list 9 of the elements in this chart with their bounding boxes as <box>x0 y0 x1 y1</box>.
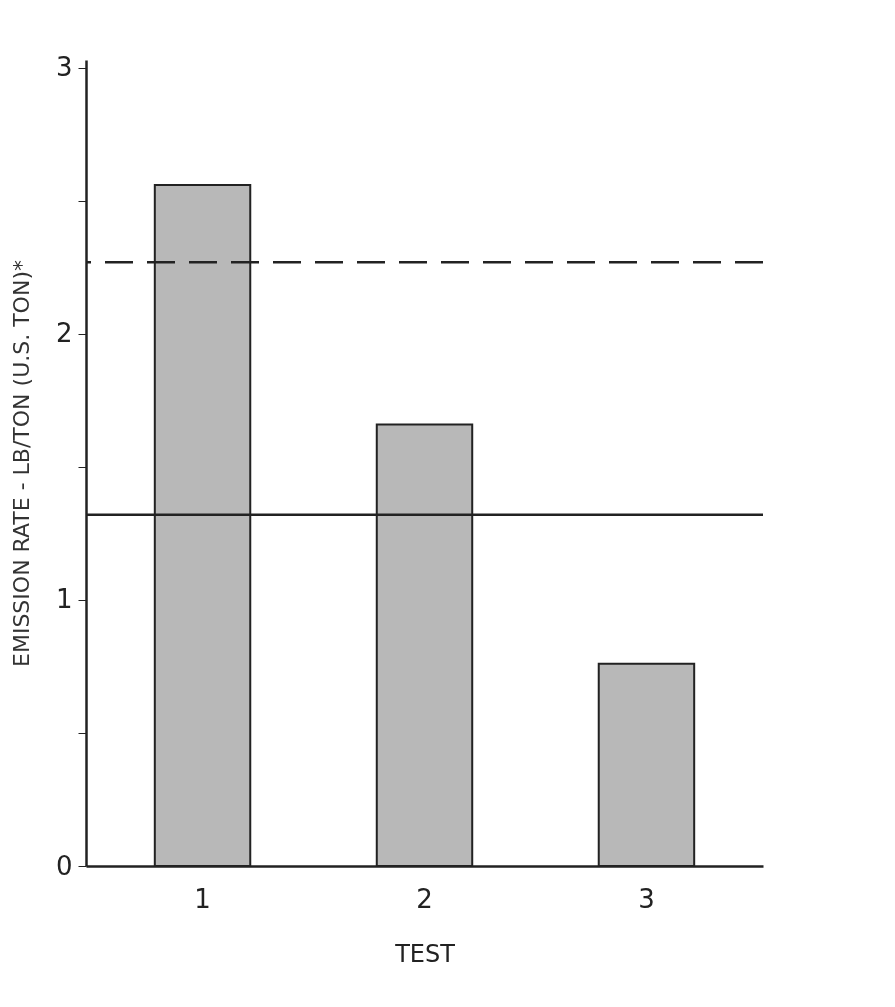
y-tick-label: 1 <box>55 584 73 615</box>
x-tick-label: 3 <box>638 883 655 914</box>
y-axis-title: EMISSION RATE - LB/TON (U.S. TON)* <box>8 260 34 667</box>
y-tick-label: 0 <box>55 850 73 881</box>
y-tick-label: 2 <box>55 318 73 349</box>
x-tick-label: 2 <box>416 883 433 914</box>
y-tick-label: 3 <box>55 52 73 83</box>
x-tick-label: 1 <box>194 883 211 914</box>
x-axis-title: TEST <box>394 939 456 968</box>
